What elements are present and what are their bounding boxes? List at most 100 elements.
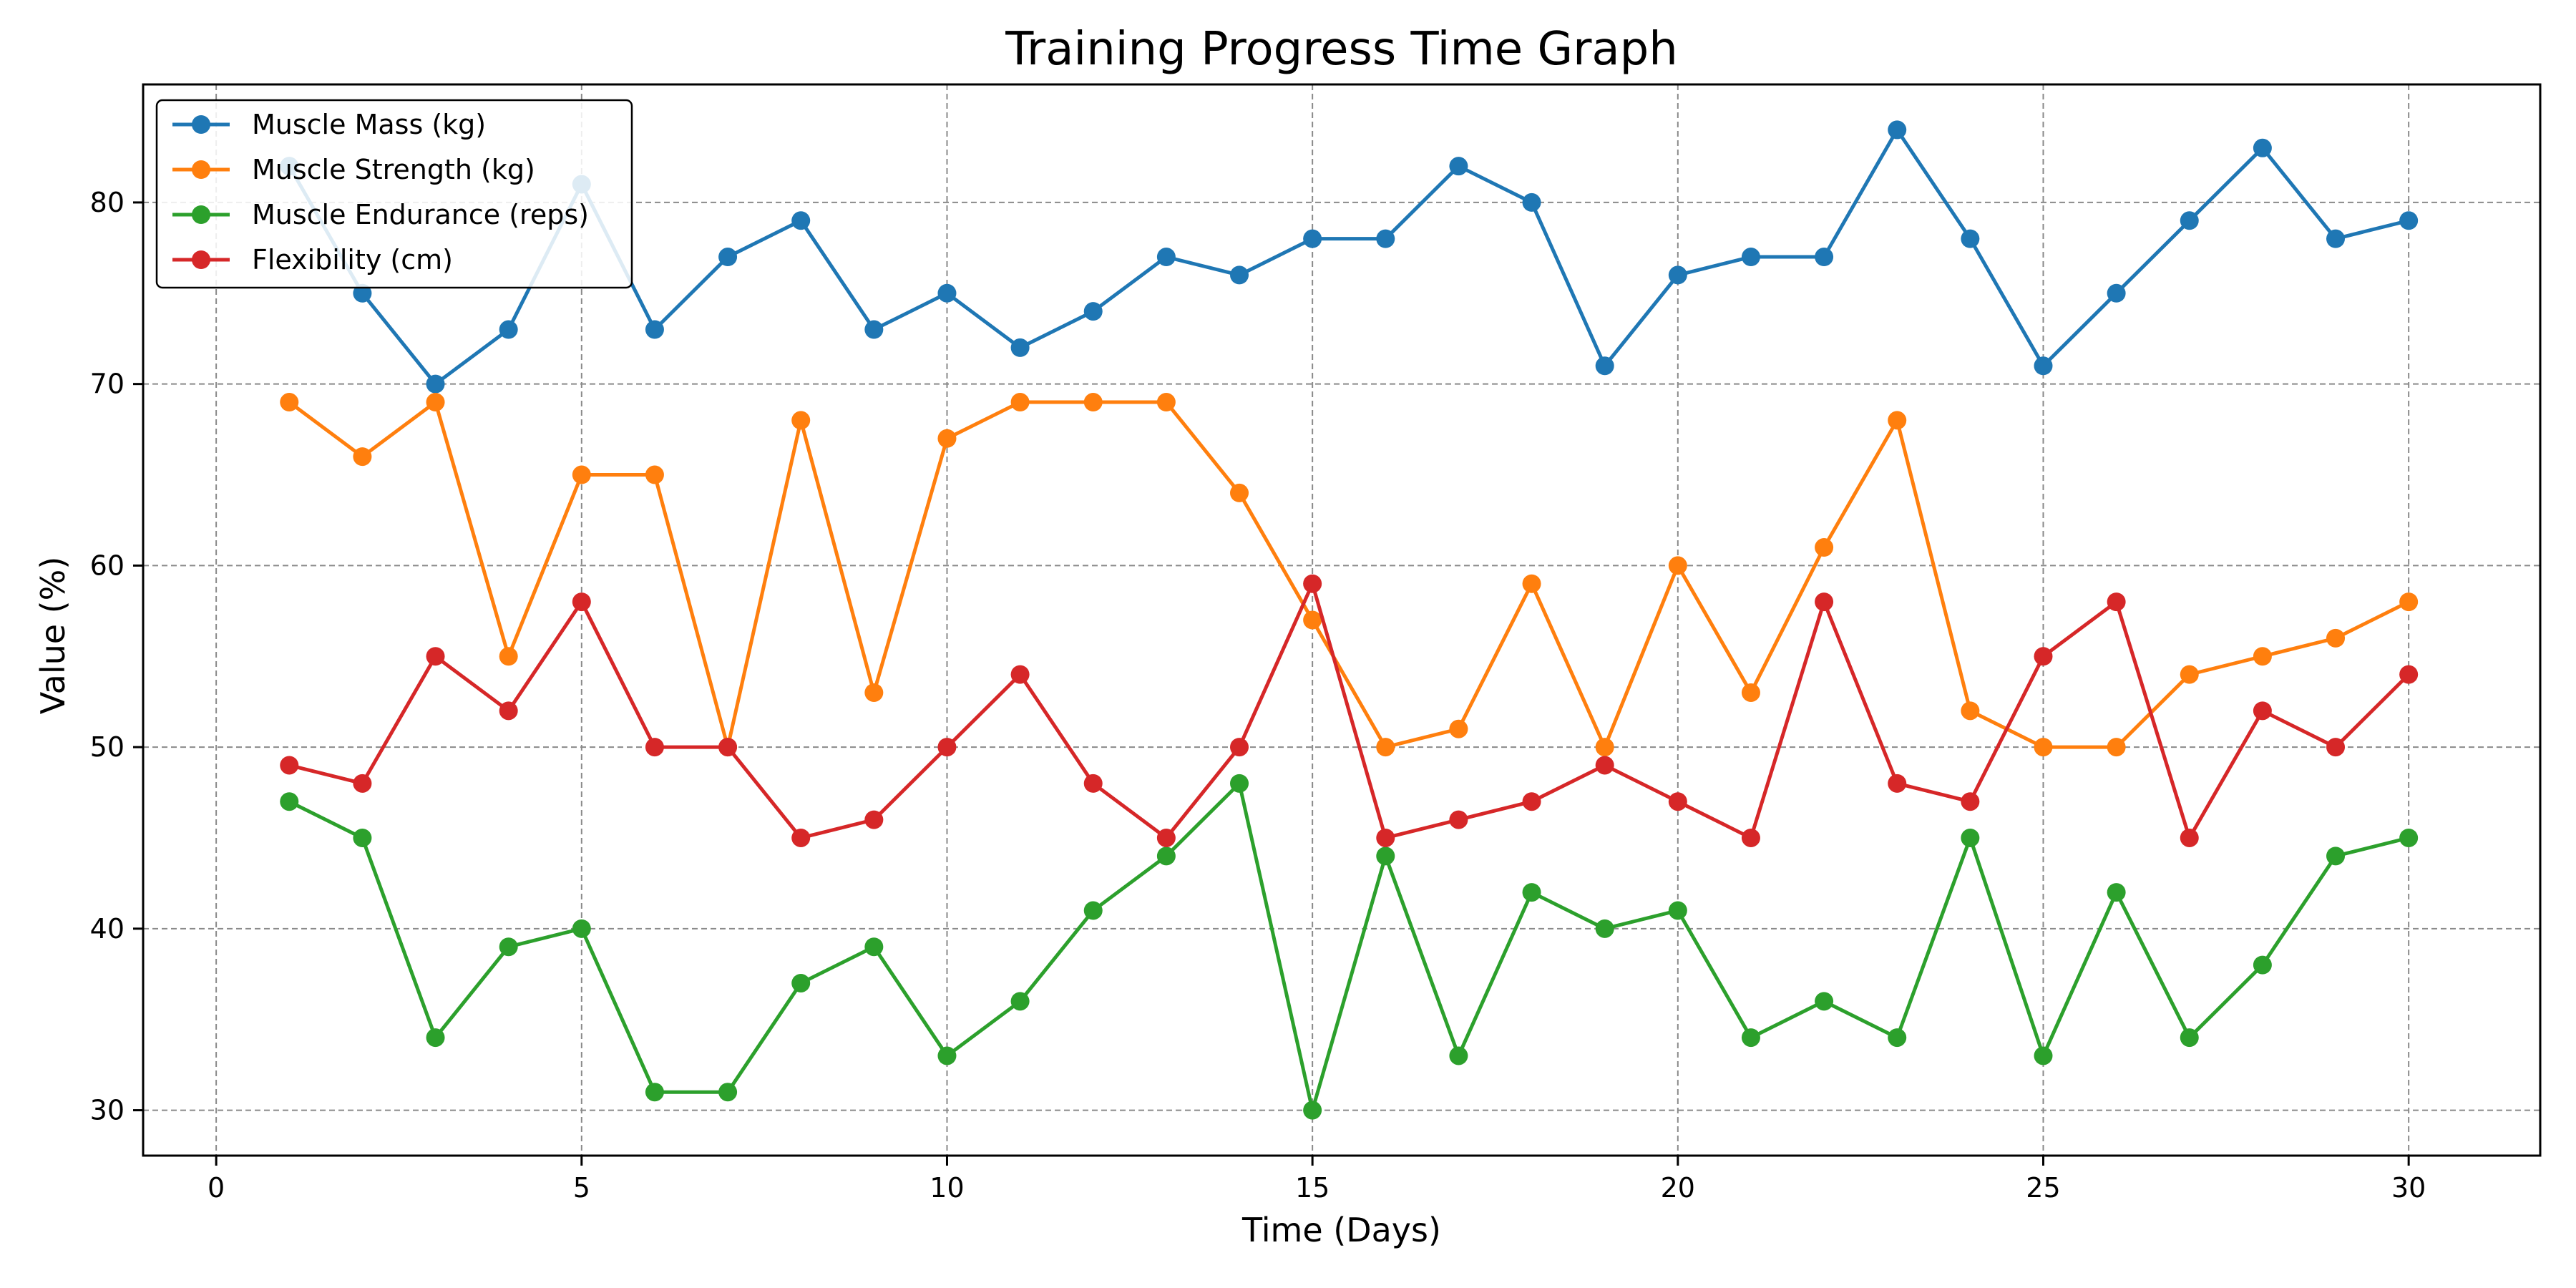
legend-box xyxy=(155,99,633,289)
data-point xyxy=(1303,229,1322,248)
data-point xyxy=(499,320,518,339)
data-point xyxy=(1376,229,1395,248)
data-point xyxy=(2107,883,2126,902)
data-point xyxy=(1961,828,1980,847)
data-point xyxy=(1376,738,1395,757)
data-point xyxy=(645,738,664,757)
data-point xyxy=(645,465,664,484)
series-3 xyxy=(280,774,2419,1120)
y-tick-label: 60 xyxy=(90,550,125,581)
data-point xyxy=(1741,683,1760,702)
data-point xyxy=(353,774,372,793)
data-point xyxy=(1303,574,1322,593)
data-point xyxy=(353,283,372,303)
data-point xyxy=(1449,1046,1468,1065)
data-point xyxy=(2107,738,2126,757)
data-point xyxy=(1522,883,1541,902)
y-tick-label: 30 xyxy=(90,1095,125,1126)
data-point xyxy=(426,1028,445,1048)
data-point xyxy=(1010,393,1030,412)
data-point xyxy=(1961,701,1980,721)
data-point xyxy=(791,973,811,992)
data-point xyxy=(1741,248,1760,267)
data-point xyxy=(1376,828,1395,847)
legend-label: Muscle Endurance (reps) xyxy=(252,199,589,230)
data-point xyxy=(1668,265,1687,285)
data-point xyxy=(1961,792,1980,811)
axis-ticks: 0 5 10 15 20 25 30 30 40 50 60 70 80 xyxy=(90,187,2426,1204)
legend-item: Muscle Strength (kg) xyxy=(172,154,535,185)
data-point xyxy=(499,937,518,957)
series-4 xyxy=(280,574,2419,847)
data-point xyxy=(1376,847,1395,866)
data-point xyxy=(572,919,591,938)
data-point xyxy=(2107,283,2126,303)
data-point xyxy=(1522,574,1541,593)
data-point xyxy=(645,320,664,339)
data-point xyxy=(1595,356,1614,376)
data-point xyxy=(2253,701,2272,721)
data-point xyxy=(1741,828,1760,847)
data-point xyxy=(1083,302,1103,321)
data-point xyxy=(2326,229,2346,248)
data-point xyxy=(1303,610,1322,630)
data-point xyxy=(1449,719,1468,738)
series-group xyxy=(280,120,2419,1120)
data-point xyxy=(645,1083,664,1102)
legend-item: Muscle Mass (kg) xyxy=(172,109,486,140)
data-point xyxy=(2399,211,2419,230)
series-line xyxy=(288,781,2409,1113)
y-tick-label: 80 xyxy=(90,187,125,218)
data-point xyxy=(1668,901,1687,920)
data-point xyxy=(353,828,372,847)
y-tick-label: 40 xyxy=(90,913,125,945)
data-point xyxy=(1815,248,1834,267)
data-point xyxy=(1010,665,1030,684)
data-point xyxy=(864,320,884,339)
data-point xyxy=(864,937,884,957)
chart-title: Training Progress Time Graph xyxy=(1005,23,1678,76)
x-tick-label: 15 xyxy=(1295,1172,1330,1204)
data-point xyxy=(1010,338,1030,357)
data-point xyxy=(1449,157,1468,176)
data-point xyxy=(2180,1028,2199,1048)
data-point xyxy=(2253,647,2272,666)
legend-marker xyxy=(192,115,210,134)
data-point xyxy=(2034,647,2053,666)
x-tick-label: 0 xyxy=(208,1172,225,1204)
data-point xyxy=(791,411,811,430)
data-point xyxy=(1010,992,1030,1011)
data-point xyxy=(2399,665,2419,684)
data-point xyxy=(499,701,518,721)
series-line xyxy=(288,582,2410,840)
data-point xyxy=(426,647,445,666)
data-point xyxy=(572,592,591,612)
data-point xyxy=(937,738,957,757)
data-point xyxy=(2326,847,2346,866)
data-point xyxy=(2326,738,2346,757)
data-point xyxy=(1083,901,1103,920)
data-point xyxy=(426,393,445,412)
data-point xyxy=(2399,828,2419,847)
legend-label: Flexibility (cm) xyxy=(252,244,453,275)
data-point xyxy=(937,283,957,303)
legend-label: Muscle Strength (kg) xyxy=(252,154,535,185)
series-line xyxy=(288,127,2409,386)
legend-item: Flexibility (cm) xyxy=(172,244,453,275)
legend-marker xyxy=(192,205,210,224)
data-point xyxy=(2180,211,2199,230)
data-point xyxy=(1668,792,1687,811)
data-point xyxy=(1595,919,1614,938)
data-point xyxy=(280,756,299,775)
data-point xyxy=(864,810,884,829)
series-1 xyxy=(280,120,2419,394)
data-point xyxy=(718,738,738,757)
data-point xyxy=(2399,592,2419,612)
data-point xyxy=(718,1083,738,1102)
data-point xyxy=(1230,483,1249,502)
data-point xyxy=(1595,738,1614,757)
data-point xyxy=(280,792,299,811)
data-point xyxy=(426,374,445,394)
